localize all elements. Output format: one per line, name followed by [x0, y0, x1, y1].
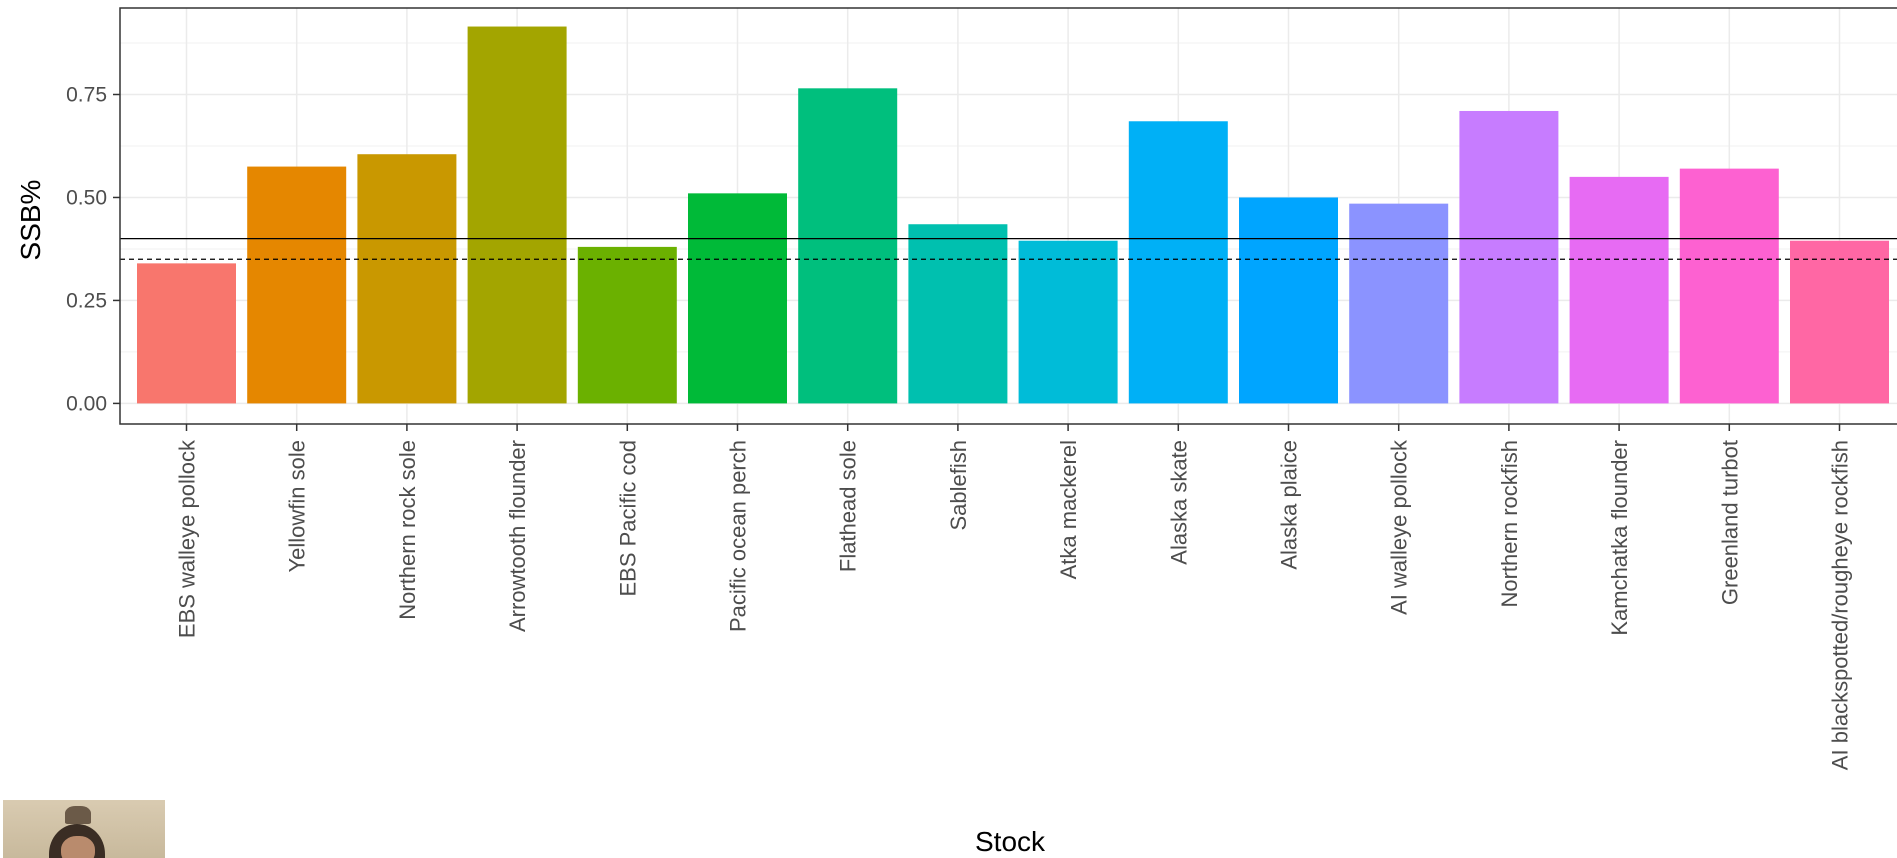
x-tick-label: Flathead sole [836, 440, 861, 572]
bar [577, 246, 677, 404]
reference-lines [120, 238, 1897, 260]
bar [908, 224, 1008, 404]
x-tick-label: EBS Pacific cod [615, 440, 640, 597]
x-tick-label: Pacific ocean perch [726, 440, 751, 632]
x-tick-label: Sablefish [946, 440, 971, 531]
bar [1128, 121, 1228, 404]
bar [798, 88, 898, 404]
axes [113, 7, 1897, 431]
x-axis-title: Stock [975, 826, 1046, 857]
bar [1679, 168, 1779, 404]
x-tick-label: Atka mackerel [1056, 440, 1081, 579]
x-tick-label: EBS walleye pollock [175, 439, 200, 638]
presenter-video-thumbnail [3, 800, 165, 858]
bar [1790, 240, 1889, 404]
x-tick-label: Alaska plaice [1277, 440, 1302, 570]
x-tick-label: Yellowfin sole [285, 440, 310, 573]
bars [137, 26, 1889, 404]
y-tick-label: 0.75 [66, 83, 107, 106]
bar [1018, 240, 1118, 404]
x-tick-label: Northern rockfish [1497, 440, 1522, 608]
bar [1569, 176, 1669, 404]
y-tick-label: 0.50 [66, 186, 107, 209]
bar [1349, 203, 1449, 404]
bar [1459, 110, 1559, 404]
x-tick-label: AI blackspotted/rougheye rockfish [1828, 440, 1853, 770]
bar [247, 166, 347, 404]
y-tick-label: 0.25 [66, 289, 107, 312]
x-tick-label: Greenland turbot [1717, 440, 1742, 605]
x-tick-label: Kamchatka flounder [1607, 440, 1632, 636]
x-tick-label: Alaska skate [1166, 440, 1191, 565]
bar [467, 26, 567, 404]
x-tick-label: Northern rock sole [395, 440, 420, 620]
bar [688, 193, 787, 404]
bar [1239, 197, 1338, 404]
bar [357, 154, 457, 404]
y-axis-title: SSB% [15, 180, 46, 261]
y-tick-labels: 0.00 0.25 0.50 0.75 [66, 83, 107, 415]
x-tick-label: AI walleye pollock [1387, 439, 1412, 615]
y-tick-label: 0.00 [66, 392, 107, 415]
panel-border [119, 7, 1897, 425]
x-tick-labels: EBS walleye pollock Yellowfin sole Norther… [175, 439, 1853, 770]
bar [137, 263, 236, 404]
x-tick-label: Arrowtooth flounder [505, 440, 530, 632]
headdress-ornament [65, 806, 91, 824]
presenter-face [61, 836, 95, 858]
